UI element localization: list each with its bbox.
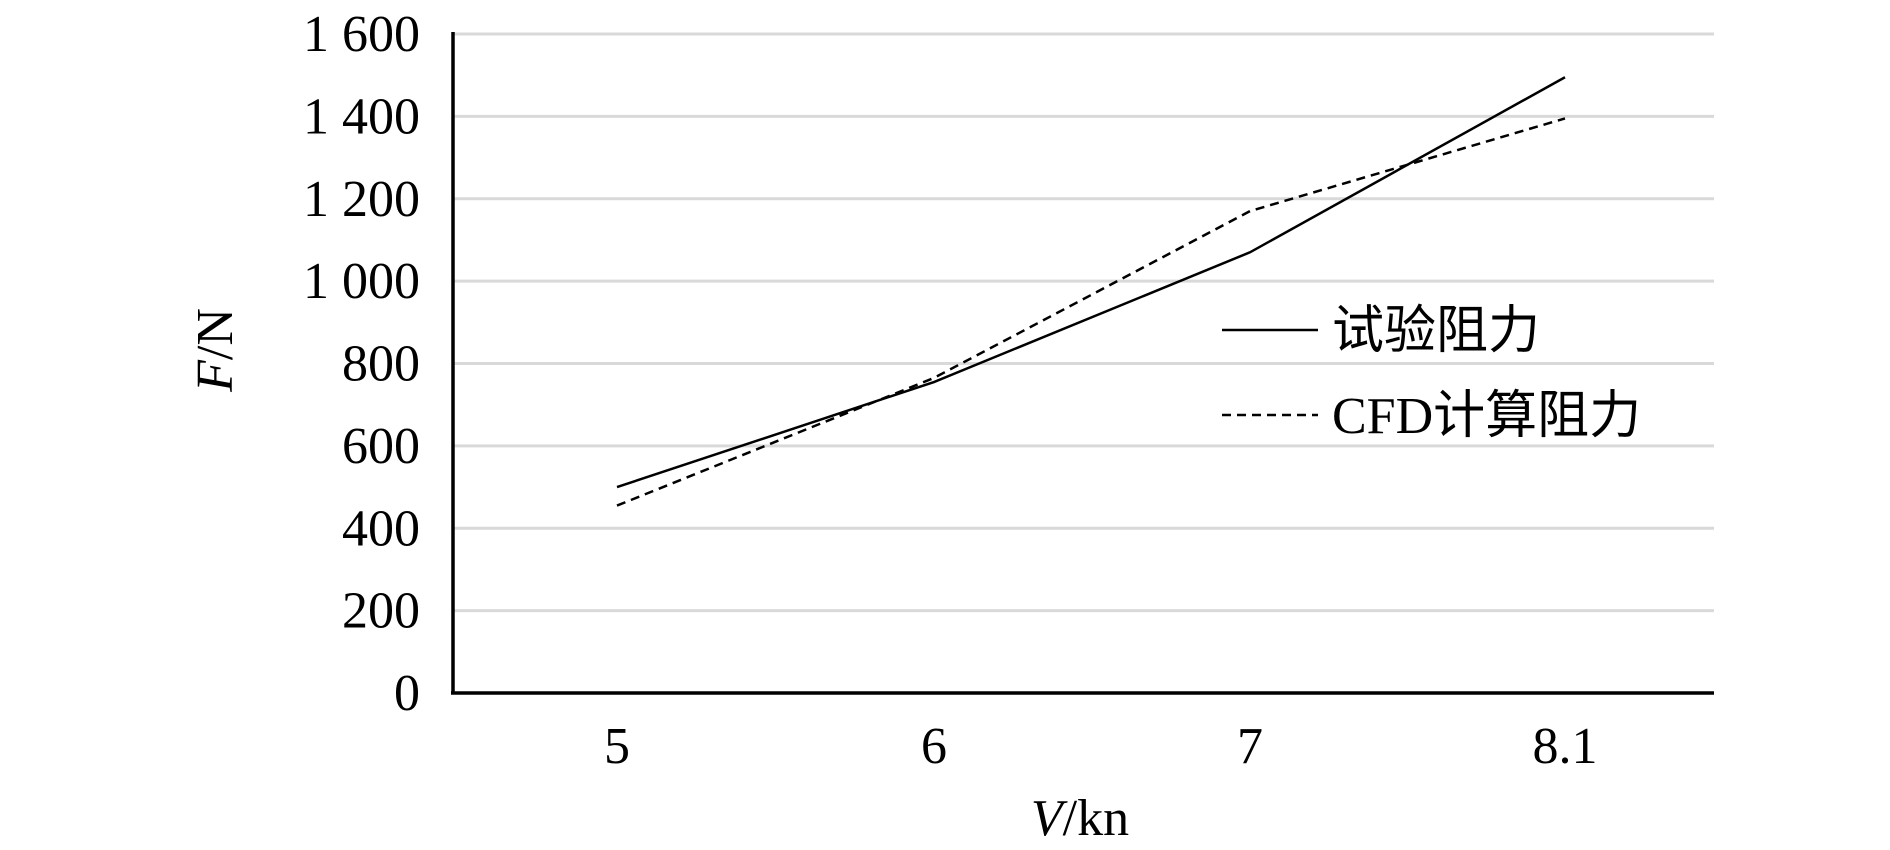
- y-tick-label: 200: [342, 583, 420, 640]
- y-axis-title: F/N: [187, 308, 244, 393]
- x-tick-label: 8.1: [1533, 718, 1598, 775]
- series-line-2: [616, 117, 1566, 507]
- x-tick-label: 6: [921, 718, 947, 775]
- y-tick-label: 0: [394, 665, 420, 722]
- y-tick-label: 1 000: [303, 253, 420, 310]
- y-tick-label: 1 600: [303, 6, 420, 63]
- gridlines: [453, 32, 1714, 613]
- y-tick-label: 800: [342, 336, 420, 393]
- legend: 试验阻力 CFD计算阻力: [1222, 303, 1641, 445]
- series-lines: [616, 76, 1566, 507]
- legend-label-1: 试验阻力: [1332, 303, 1540, 360]
- axes: [451, 32, 1714, 695]
- y-tick-label: 1 200: [303, 171, 420, 228]
- x-tick-label: 5: [604, 718, 630, 775]
- x-tick-labels: 5 6 7 8.1: [604, 718, 1598, 775]
- x-axis-title: V/kn: [1031, 790, 1129, 847]
- y-tick-label: 1 400: [303, 88, 420, 145]
- x-tick-label: 7: [1237, 718, 1263, 775]
- y-tick-labels: 0 200 400 600 800 1 000 1 200 1 400 1 600: [303, 6, 420, 722]
- legend-label-2: CFD计算阻力: [1332, 388, 1641, 445]
- y-tick-label: 600: [342, 418, 420, 475]
- y-tick-label: 400: [342, 500, 420, 557]
